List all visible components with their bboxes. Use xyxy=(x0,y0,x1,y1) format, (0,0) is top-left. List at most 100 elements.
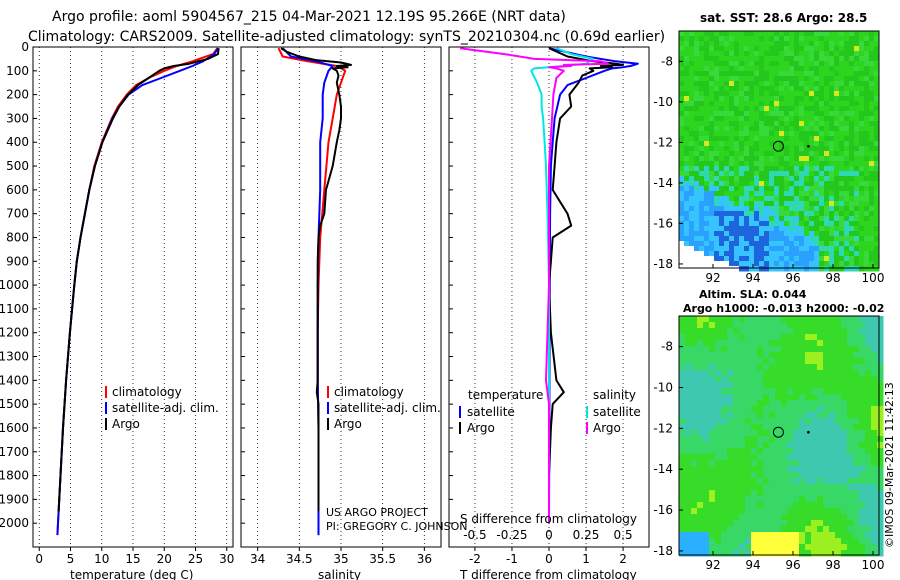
map-cell xyxy=(844,116,850,122)
map-cell xyxy=(714,161,720,167)
map-cell xyxy=(745,544,752,551)
map-cell xyxy=(874,91,880,97)
map-cell xyxy=(877,514,884,521)
map-cell xyxy=(691,526,698,533)
map-cell xyxy=(697,484,704,491)
map-cell xyxy=(769,370,776,377)
map-cell xyxy=(841,478,848,485)
map-cell xyxy=(744,266,750,272)
map-cell xyxy=(729,201,735,207)
map-cell xyxy=(853,346,860,353)
map-cell xyxy=(789,196,795,202)
map-cell xyxy=(834,246,840,252)
map-cell xyxy=(709,412,716,419)
x-tick-label: 25 xyxy=(188,552,203,566)
map-cell xyxy=(789,216,795,222)
map-cell xyxy=(759,131,765,137)
map-cell xyxy=(859,36,865,42)
map-cell xyxy=(784,36,790,42)
map-cell xyxy=(704,56,710,62)
map-cell xyxy=(874,31,880,37)
map-cell xyxy=(829,146,835,152)
map-cell xyxy=(739,394,746,401)
map-cell xyxy=(871,490,878,497)
map-cell xyxy=(794,81,800,87)
map-cell xyxy=(829,352,836,359)
map-cell xyxy=(727,412,734,419)
map-cell xyxy=(709,400,716,407)
map-cell xyxy=(779,216,785,222)
map-cell xyxy=(733,358,740,365)
map-cell xyxy=(697,490,704,497)
map-cell xyxy=(789,166,795,172)
map-cell xyxy=(689,196,695,202)
map-cell xyxy=(877,466,884,473)
map-cell xyxy=(744,201,750,207)
map-cell xyxy=(709,206,715,212)
map-cell xyxy=(839,96,845,102)
map-cell xyxy=(829,382,836,389)
map-cell xyxy=(679,156,685,162)
depth-tick-label: 1000 xyxy=(0,278,29,292)
map-cell xyxy=(697,502,704,509)
map-cell xyxy=(679,181,685,187)
map-cell xyxy=(779,81,785,87)
map-cell xyxy=(769,478,776,485)
map-cell xyxy=(721,364,728,371)
map-cell xyxy=(709,478,716,485)
map-cell xyxy=(847,376,854,383)
map-cell xyxy=(721,316,728,323)
map-cell xyxy=(714,61,720,67)
map-cell xyxy=(859,41,865,47)
map-cell xyxy=(744,206,750,212)
map-cell xyxy=(817,454,824,461)
map-cell xyxy=(804,91,810,97)
map-cell xyxy=(819,186,825,192)
map-cell xyxy=(684,261,690,267)
map-cell xyxy=(734,151,740,157)
map-cell xyxy=(859,256,865,262)
map-cell xyxy=(763,322,770,329)
map-cell xyxy=(721,352,728,359)
map-cell xyxy=(819,46,825,52)
map-cell xyxy=(844,156,850,162)
map-cell xyxy=(679,316,686,323)
map-cell xyxy=(787,400,794,407)
map-cell xyxy=(715,400,722,407)
map-cell xyxy=(823,508,830,515)
map-cell xyxy=(774,171,780,177)
map-cell xyxy=(854,196,860,202)
x-tick-label: 15 xyxy=(125,552,140,566)
map-cell xyxy=(864,251,870,257)
map-cell xyxy=(689,86,695,92)
map-cell xyxy=(754,171,760,177)
map-cell xyxy=(724,56,730,62)
map-cell xyxy=(754,176,760,182)
map-cell xyxy=(859,91,865,97)
map-cell xyxy=(679,424,686,431)
map-cell xyxy=(724,206,730,212)
map-cell xyxy=(799,171,805,177)
map-cell xyxy=(839,76,845,82)
legend-swatch xyxy=(459,406,461,418)
map-cell xyxy=(715,388,722,395)
map-cell xyxy=(739,436,746,443)
map-cell xyxy=(774,111,780,117)
map-cell xyxy=(714,146,720,152)
map-cell xyxy=(775,442,782,449)
map-cell xyxy=(824,176,830,182)
map-cell xyxy=(869,216,875,222)
map-cell xyxy=(759,126,765,132)
map-cell xyxy=(704,51,710,57)
map-cell xyxy=(709,241,715,247)
map-cell xyxy=(727,472,734,479)
map-cell xyxy=(859,352,866,359)
map-cell xyxy=(794,141,800,147)
map-cell xyxy=(834,56,840,62)
map-cell xyxy=(817,322,824,329)
map-cell xyxy=(814,51,820,57)
map-cell xyxy=(841,358,848,365)
map-cell xyxy=(757,538,764,545)
map-cell xyxy=(744,116,750,122)
map-cell xyxy=(749,211,755,217)
